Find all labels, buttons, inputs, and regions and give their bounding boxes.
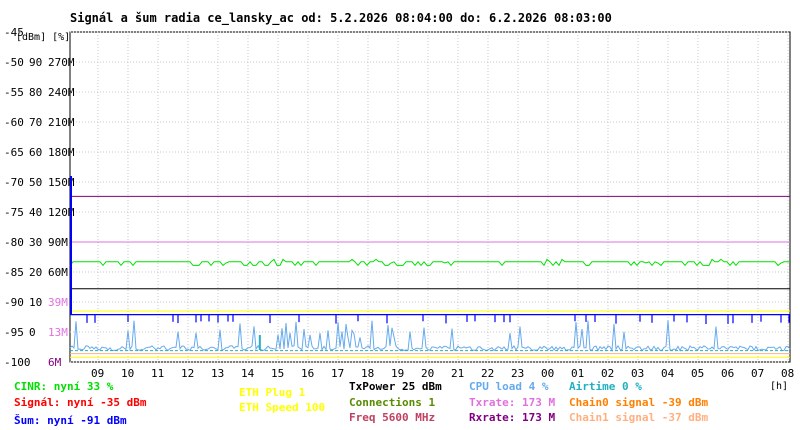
x-tick-label: 22 (481, 367, 494, 380)
y-tick-rate: 150M (48, 176, 75, 189)
legend-signal: Signál: nyní -35 dBm (14, 396, 147, 409)
y-tick-pct: 0 (29, 326, 36, 339)
x-tick-label: 14 (241, 367, 255, 380)
y-tick-rate: 13M (48, 326, 68, 339)
x-tick-label: 05 (691, 367, 704, 380)
y-tick-pct: 60 (29, 146, 42, 159)
x-tick-label: 02 (601, 367, 614, 380)
x-tick-label: 08 (781, 367, 794, 380)
x-tick-label: 16 (301, 367, 314, 380)
y-tick-rate: 60M (48, 266, 68, 279)
y-axis: -45 -50 90 270M -55 80 240M -60 70 210M -65 60 180M -… (4, 26, 75, 369)
y-tick-dbm: -50 (4, 56, 24, 69)
y-tick-rate: 210M (48, 116, 75, 129)
y-tick-rate: 180M (48, 146, 75, 159)
y-tick-dbm: -65 (4, 146, 24, 159)
y-tick-pct: 10 (29, 296, 42, 309)
x-tick-label: 17 (331, 367, 344, 380)
legend-chain0: Chain0 signal -39 dBm (569, 396, 709, 409)
y-tick-rate: 120M (48, 206, 75, 219)
plot-area (69, 31, 791, 363)
y-tick-dbm: -90 (4, 296, 24, 309)
legend-txrate: Txrate: 173 M (469, 396, 556, 409)
y-tick-dbm: -70 (4, 176, 24, 189)
legend-airtime: Airtime 0 % (569, 380, 642, 393)
y-tick-pct: 80 (29, 86, 42, 99)
x-tick-label: 10 (121, 367, 134, 380)
legend-eth-plug: ETH Plug 1 (239, 386, 306, 399)
y-tick-rate: 240M (48, 86, 75, 99)
x-tick-label: 07 (751, 367, 764, 380)
y-tick-dbm: -60 (4, 116, 24, 129)
y-tick-dbm: -45 (4, 26, 24, 39)
y-tick-pct: 50 (29, 176, 42, 189)
y-tick-dbm: -95 (4, 326, 24, 339)
x-tick-label: 03 (631, 367, 644, 380)
legend-noise: Šum: nyní -91 dBm (14, 414, 127, 427)
legend-cinr: CINR: nyní 33 % (14, 380, 114, 393)
grid (70, 31, 790, 363)
y-tick-rate: 39M (48, 296, 68, 309)
y-tick-dbm: -85 (4, 266, 24, 279)
x-tick-label: 12 (181, 367, 194, 380)
y-tick-rate: 6M (48, 356, 62, 369)
series-traces (69, 176, 791, 358)
x-tick-label: 00 (541, 367, 554, 380)
x-tick-label: 01 (571, 367, 584, 380)
y-tick-dbm: -100 (4, 356, 31, 369)
x-tick-label: 09 (91, 367, 104, 380)
chart-title: Signál a šum radia ce_lansky_ac od: 5.2.… (70, 11, 612, 26)
y-tick-pct: 40 (29, 206, 42, 219)
plot-frame (69, 31, 791, 363)
y-tick-pct: 30 (29, 236, 42, 249)
x-tick-label: 18 (361, 367, 374, 380)
x-tick-label: 11 (151, 367, 164, 380)
legend-txpower: TxPower 25 dBm (349, 380, 442, 393)
y-tick-rate: 90M (48, 236, 68, 249)
x-tick-label: 15 (271, 367, 284, 380)
legend-connections: Connections 1 (349, 396, 436, 409)
x-tick-label: 19 (391, 367, 404, 380)
x-tick-label: 23 (511, 367, 524, 380)
x-tick-label: 04 (661, 367, 675, 380)
legend-freq: Freq 5600 MHz (349, 411, 436, 424)
y-tick-dbm: -75 (4, 206, 24, 219)
x-unit-label: [h] (770, 381, 788, 392)
y-tick-rate: 270M (48, 56, 75, 69)
legend-rxrate: Rxrate: 173 M (469, 411, 556, 424)
legend-chain1: Chain1 signal -37 dBm (569, 411, 709, 424)
legend-cpu: CPU load 4 % (469, 380, 549, 393)
x-tick-label: 21 (451, 367, 464, 380)
y-tick-dbm: -80 (4, 236, 24, 249)
y-tick-pct: 90 (29, 56, 42, 69)
x-axis: 09 10 11 12 13 14 15 16 17 18 19 20 21 22 23 00 01 02 03 04… (91, 367, 794, 380)
y-tick-dbm: -55 (4, 86, 24, 99)
x-tick-label: 20 (421, 367, 434, 380)
y-tick-pct: 20 (29, 266, 42, 279)
x-tick-label: 06 (721, 367, 734, 380)
y-tick-pct: 70 (29, 116, 42, 129)
x-tick-label: 13 (211, 367, 224, 380)
legend-eth-speed: ETH Speed 100 (239, 401, 326, 414)
left-axis-header: [dBm] [%] (16, 32, 70, 43)
series-cinr (69, 258, 790, 267)
